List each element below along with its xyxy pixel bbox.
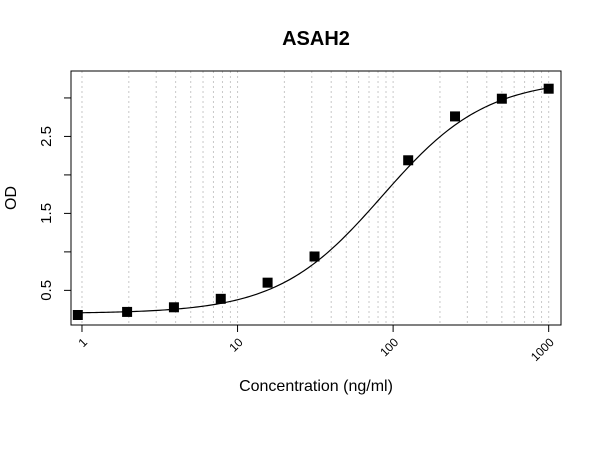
data-point bbox=[496, 93, 507, 104]
data-point bbox=[168, 302, 179, 313]
y-axis-label: OD bbox=[3, 186, 20, 210]
x-tick-label: 1000 bbox=[528, 335, 557, 364]
grid-layer bbox=[81, 71, 550, 325]
chart-title: ASAH2 bbox=[282, 28, 350, 50]
data-point bbox=[309, 251, 320, 262]
data-point bbox=[543, 83, 554, 94]
x-axis: 1 10 100 1000 bbox=[75, 325, 557, 364]
data-point bbox=[72, 309, 83, 320]
y-axis: 0.5 1.5 2.5 bbox=[38, 97, 71, 301]
x-axis-label: Concentration (ng/ml) bbox=[239, 378, 393, 395]
y-tick-label: 1.5 bbox=[38, 203, 55, 224]
data-point bbox=[215, 293, 226, 304]
x-tick-label: 10 bbox=[226, 335, 246, 355]
y-tick-label: 0.5 bbox=[38, 280, 55, 301]
data-point bbox=[122, 306, 133, 317]
fit-curve bbox=[77, 87, 549, 314]
data-point bbox=[262, 277, 273, 288]
data-points bbox=[72, 83, 554, 320]
x-tick-label: 1 bbox=[75, 335, 90, 350]
data-point bbox=[403, 155, 414, 166]
x-tick-label: 100 bbox=[377, 335, 401, 359]
data-point bbox=[450, 111, 461, 122]
plot-frame bbox=[70, 70, 562, 326]
y-tick-label: 2.5 bbox=[38, 126, 55, 147]
